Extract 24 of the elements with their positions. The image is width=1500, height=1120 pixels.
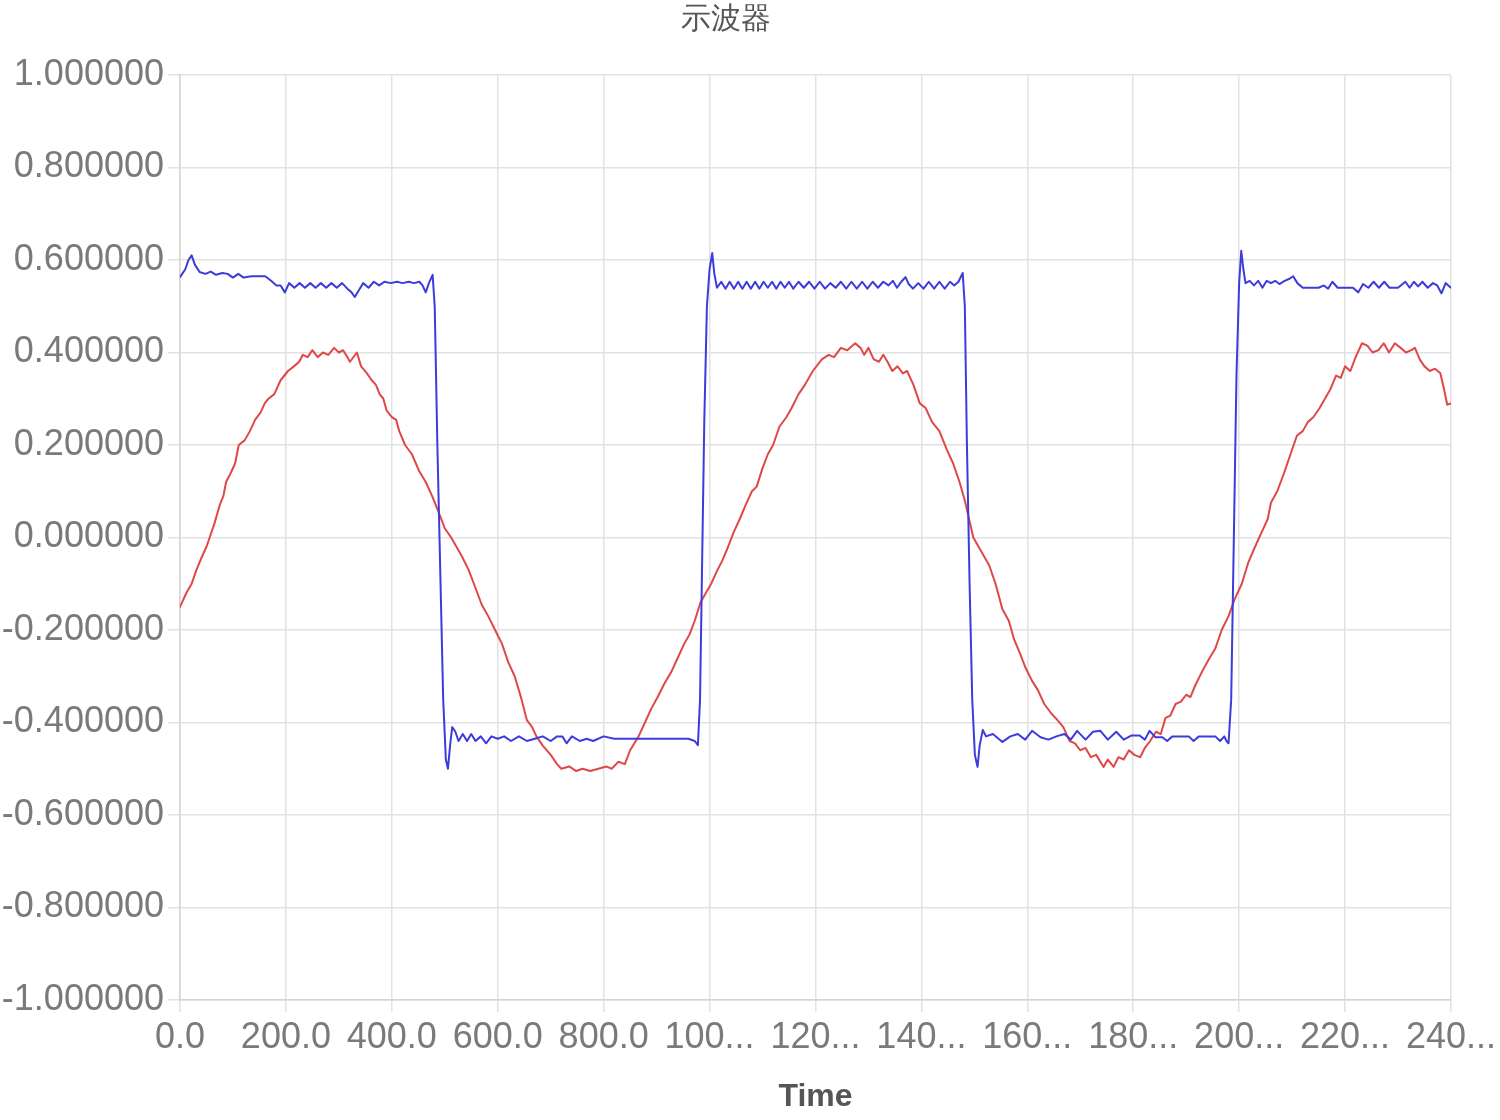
y-tick-label: 0.400000	[13, 329, 164, 371]
x-tick-label: 200...	[1194, 1014, 1285, 1056]
y-tick-label: 0.800000	[13, 144, 164, 186]
x-tick-label: 220...	[1300, 1014, 1391, 1056]
x-tick-label: 200.0	[240, 1014, 331, 1056]
y-tick-label: 0.600000	[13, 236, 164, 278]
y-tick-label: -0.800000	[1, 884, 164, 926]
x-axis-title: Time	[778, 1076, 853, 1113]
x-tick-label: 160...	[982, 1014, 1073, 1056]
y-tick-label: 0.000000	[13, 514, 164, 556]
x-tick-label: 400.0	[346, 1014, 437, 1056]
x-tick-label: 120...	[770, 1014, 861, 1056]
y-tick-label: -0.200000	[1, 606, 164, 648]
x-tick-label: 100...	[664, 1014, 755, 1056]
y-tick-label: 1.000000	[13, 51, 164, 93]
x-tick-label: 240...	[1405, 1014, 1496, 1056]
chart-title: 示波器	[681, 1, 771, 35]
x-tick-label: 600.0	[452, 1014, 543, 1056]
x-tick-label: 800.0	[558, 1014, 649, 1056]
y-tick-label: -0.400000	[1, 699, 164, 741]
x-tick-label: 140...	[876, 1014, 967, 1056]
x-tick-label: 180...	[1088, 1014, 1179, 1056]
y-tick-label: 0.200000	[13, 421, 164, 463]
y-tick-label: -0.600000	[1, 791, 164, 833]
